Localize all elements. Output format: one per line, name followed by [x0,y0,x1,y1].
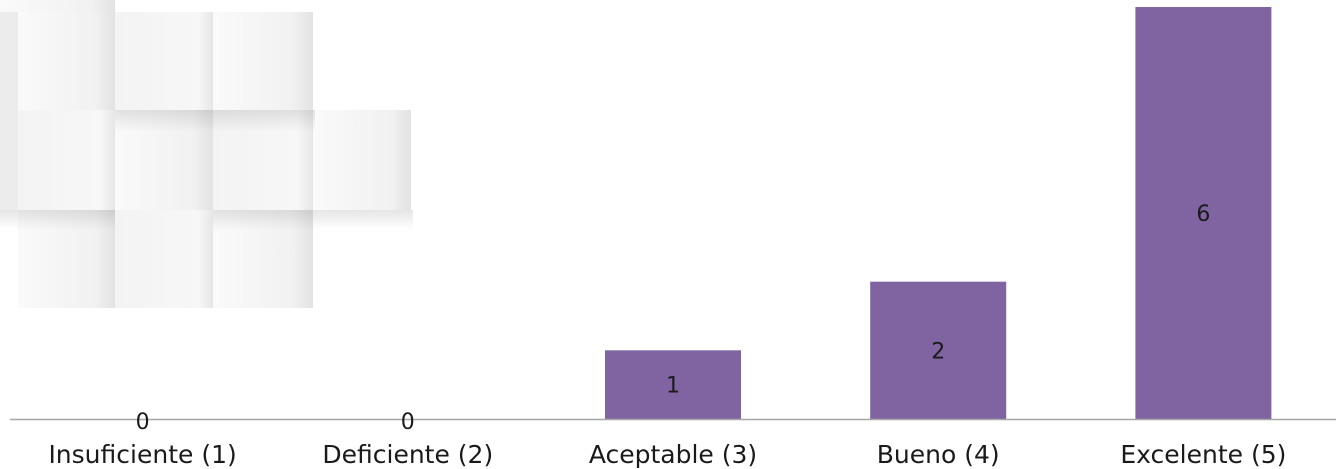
data-label: 0 [401,410,415,435]
x-tick-label: Aceptable (3) [589,440,757,469]
bar-series [605,7,1272,419]
tile-shadow [0,210,115,230]
tile [0,0,115,12]
tile [115,210,213,308]
tile [213,12,313,110]
bar [605,350,741,419]
x-tick-label: Excelente (5) [1120,440,1286,469]
data-label: 0 [136,410,150,435]
tile [115,12,213,110]
tile [0,12,18,110]
bar [1135,7,1272,419]
data-label: 6 [1196,202,1210,227]
data-labels: 0 0 1 2 6 [136,202,1211,435]
data-label: 2 [931,339,945,364]
decorative-tile-pattern [0,0,413,308]
tile [0,110,18,210]
x-tick-label: Deficiente (2) [322,440,493,469]
bar [870,281,1007,419]
tile [18,12,115,110]
x-tick-labels: Insuficiente (1) Deficiente (2) Aceptable … [48,440,1286,469]
x-tick-label: Bueno (4) [877,440,1000,469]
tile-shadow [115,110,315,132]
data-label: 1 [666,374,680,399]
tile [18,110,115,210]
tile-shadow [213,210,413,230]
x-tick-label: Insuficiente (1) [48,440,236,469]
tile [313,110,411,210]
